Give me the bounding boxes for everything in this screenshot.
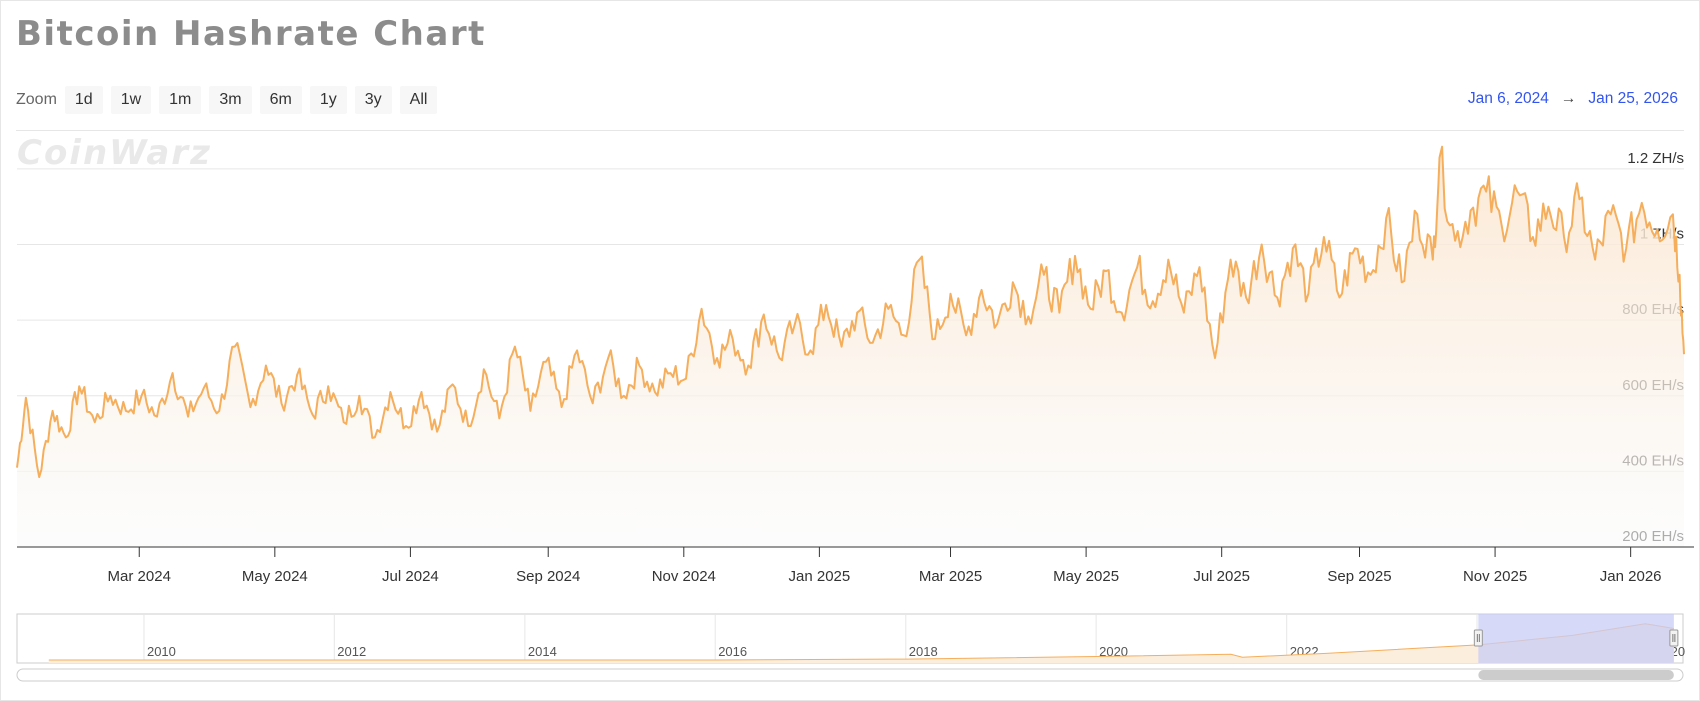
navigator-tick-label: 2016 <box>718 644 747 659</box>
zoom-1d-button[interactable]: 1d <box>64 86 103 114</box>
navigator-selection <box>1478 614 1674 663</box>
series-area <box>17 146 1684 547</box>
range-to-date[interactable]: Jan 25, 2026 <box>1588 90 1678 107</box>
x-tick-label: May 2024 <box>242 568 308 585</box>
navigator-tick-label: 2020 <box>1099 644 1128 659</box>
header-divider <box>16 130 1684 131</box>
zoom-1y-button[interactable]: 1y <box>309 86 347 114</box>
zoom-all-button[interactable]: All <box>399 86 438 114</box>
x-tick-label: Jul 2025 <box>1193 568 1250 585</box>
navigator-tick-label: 2018 <box>909 644 938 659</box>
range-from-date[interactable]: Jan 6, 2024 <box>1467 90 1549 107</box>
zoom-6m-button[interactable]: 6m <box>259 86 302 114</box>
x-tick-label: Jan 2026 <box>1600 568 1662 585</box>
zoom-bar: Zoom 1d 1w 1m 3m 6m 1y 3y All <box>16 86 445 114</box>
navigator-tick-label: 2014 <box>528 644 557 659</box>
zoom-3m-button[interactable]: 3m <box>209 86 252 114</box>
x-tick-label: Mar 2024 <box>108 568 171 585</box>
scrollbar-track <box>16 668 1684 682</box>
x-tick-label: Nov 2024 <box>652 568 716 585</box>
x-tick-label: Jul 2024 <box>382 568 439 585</box>
navigator-tick-label: 2012 <box>337 644 366 659</box>
zoom-1w-button[interactable]: 1w <box>110 86 152 114</box>
date-range: Jan 6, 2024 → Jan 25, 2026 <box>1468 90 1678 108</box>
x-tick-label: Nov 2025 <box>1463 568 1527 585</box>
zoom-label: Zoom <box>16 91 57 108</box>
range-arrow: → <box>1560 90 1577 107</box>
page-title: Bitcoin Hashrate Chart <box>16 14 486 54</box>
x-tick-label: May 2025 <box>1053 568 1119 585</box>
x-tick-label: Jan 2025 <box>789 568 851 585</box>
series-line <box>16 145 1685 479</box>
scrollbar-thumb[interactable] <box>1478 670 1674 680</box>
x-tick-label: Sep 2024 <box>516 568 580 585</box>
y-tick-label: 1.2 ZH/s <box>1627 150 1684 167</box>
navigator-tick-label: 2010 <box>147 644 176 659</box>
navigator-tick-label: 20 <box>1671 644 1685 659</box>
x-tick-label: Sep 2025 <box>1327 568 1391 585</box>
zoom-1m-button[interactable]: 1m <box>159 86 202 114</box>
navigator-handle-right[interactable] <box>1669 629 1679 647</box>
x-tick-label: Mar 2025 <box>919 568 982 585</box>
zoom-3y-button[interactable]: 3y <box>354 86 392 114</box>
navigator-handle-left[interactable] <box>1473 629 1483 647</box>
coinwarz-watermark-logo: CoinWarz <box>17 133 212 173</box>
